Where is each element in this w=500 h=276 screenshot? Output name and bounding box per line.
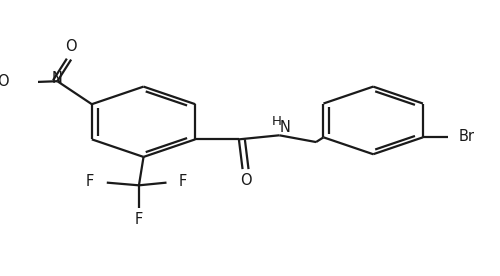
Text: O: O	[0, 74, 9, 89]
Text: F: F	[135, 212, 143, 227]
Text: Br: Br	[458, 129, 474, 144]
Text: F: F	[179, 174, 187, 189]
Text: N: N	[52, 71, 63, 86]
Text: N: N	[280, 120, 290, 135]
Text: F: F	[86, 174, 94, 189]
Text: H: H	[272, 115, 282, 128]
Text: O: O	[240, 173, 252, 188]
Text: O: O	[66, 39, 77, 54]
